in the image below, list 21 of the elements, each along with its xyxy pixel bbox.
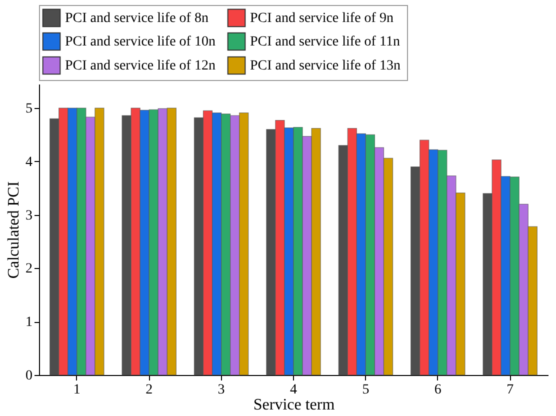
y-tick-label: 5 (26, 102, 32, 117)
y-axis-title: Calculated PCI (6, 181, 22, 279)
legend-label: PCI and service life of 13n (250, 58, 400, 74)
legend-label: PCI and service life of 11n (250, 34, 400, 50)
x-tick-label: 5 (362, 382, 370, 398)
legend-label: PCI and service life of 9n (250, 10, 394, 26)
y-tick-label: 3 (26, 208, 32, 224)
y-tick-label: 1 (26, 315, 32, 330)
x-tick-label: 1 (73, 382, 80, 398)
legend-label: PCI and service life of 10n (65, 34, 216, 50)
x-tick-label: 2 (146, 382, 153, 398)
x-tick-label: 3 (218, 382, 225, 398)
x-tick-label: 7 (506, 382, 514, 398)
y-tick-label: 4 (26, 154, 32, 170)
legend-label: PCI and service life of 12n (65, 58, 216, 74)
legend-label: PCI and service life of 8n (65, 10, 208, 26)
y-tick-label: 2 (26, 262, 32, 277)
x-tick-label: 4 (290, 382, 297, 398)
x-axis-title: Service term (253, 396, 336, 414)
y-tick-label: 0 (26, 368, 32, 384)
x-tick-label: 6 (434, 382, 442, 398)
